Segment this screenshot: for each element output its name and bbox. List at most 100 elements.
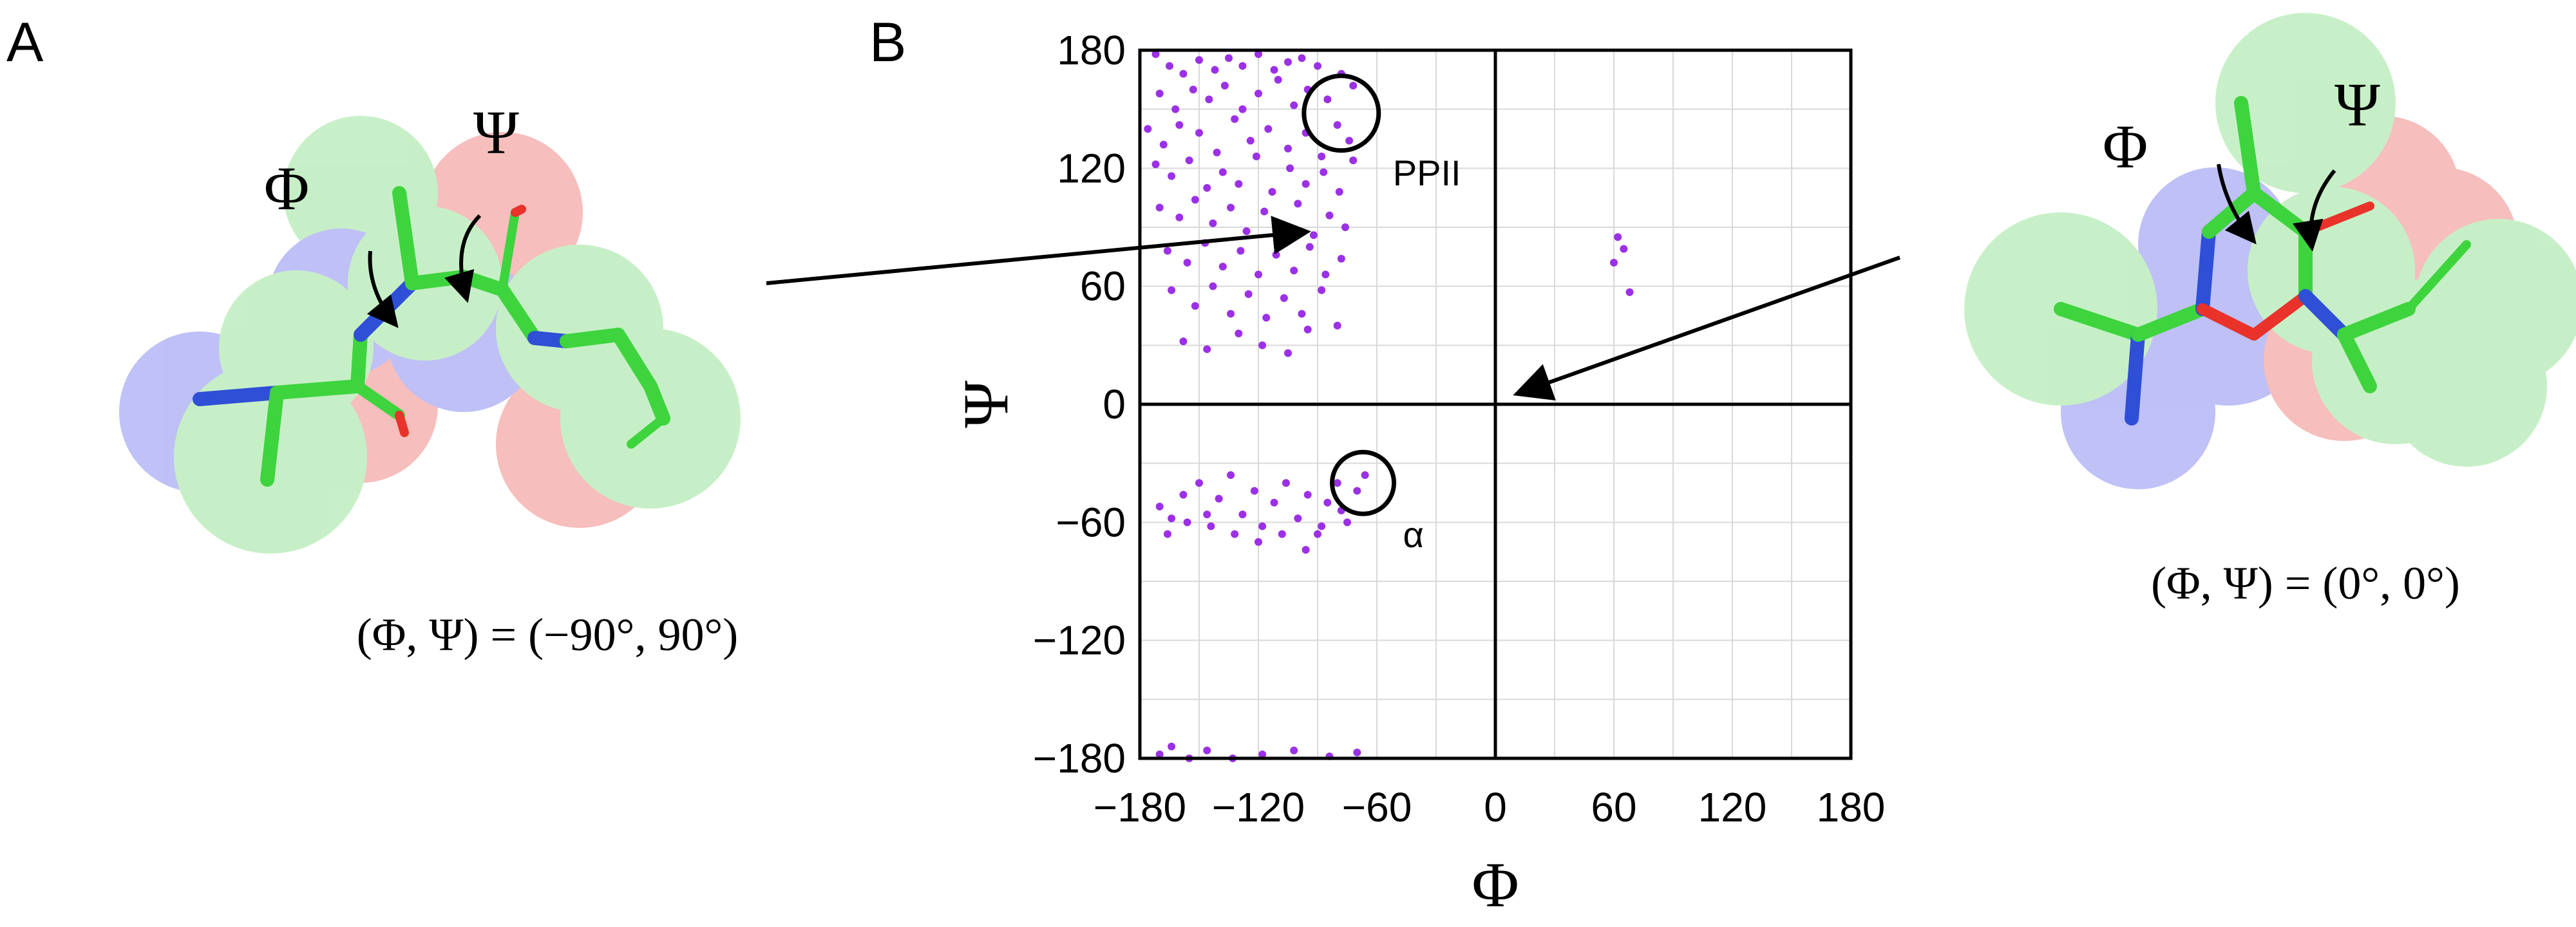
data-point — [1218, 263, 1227, 271]
data-point — [1341, 223, 1349, 231]
data-point — [1255, 50, 1262, 59]
data-point — [1171, 105, 1180, 113]
annotations: PPII α — [1302, 73, 1461, 555]
data-point — [1203, 746, 1211, 754]
data-point — [1207, 522, 1215, 530]
data-point — [1227, 310, 1235, 318]
data-point — [1235, 330, 1243, 337]
data-point — [1203, 183, 1211, 192]
data-point — [1290, 746, 1298, 754]
data-point — [1323, 498, 1332, 507]
data-point — [1302, 180, 1310, 188]
data-point — [1309, 231, 1318, 239]
data-point — [1195, 56, 1203, 64]
data-point — [1168, 286, 1176, 294]
molecule-a — [119, 116, 741, 554]
data-point — [1238, 62, 1247, 70]
data-point — [1144, 125, 1152, 133]
data-point — [1191, 302, 1199, 310]
data-point — [1215, 494, 1223, 503]
data-point — [1294, 200, 1302, 208]
data-point — [1252, 153, 1260, 160]
x-tick-label: 180 — [1817, 784, 1886, 830]
data-point — [1255, 89, 1262, 98]
data-point — [1238, 105, 1247, 113]
data-point — [1209, 219, 1217, 227]
data-point — [1168, 172, 1176, 180]
y-tick-label: −180 — [1033, 735, 1126, 782]
data-point — [1318, 286, 1326, 294]
data-point — [1191, 196, 1199, 204]
data-point — [1260, 207, 1269, 216]
phi-rotation-arrow-a — [366, 250, 399, 328]
data-point — [1220, 82, 1229, 89]
data-point — [1274, 75, 1282, 84]
data-point — [1225, 54, 1233, 62]
data-point — [1335, 188, 1343, 196]
panel-a: A — [6, 12, 741, 660]
data-point — [1211, 66, 1219, 74]
data-point — [1163, 530, 1171, 538]
data-point — [1244, 290, 1253, 298]
data-point — [1298, 310, 1306, 318]
data-point — [1255, 538, 1262, 546]
data-point — [1231, 530, 1239, 538]
arrow-c-to-plot — [1513, 256, 1901, 401]
x-tick-label: 60 — [1591, 784, 1636, 830]
annotation-circle — [1330, 449, 1397, 516]
data-point — [1318, 153, 1326, 160]
data-point — [1290, 267, 1298, 275]
data-point — [1179, 491, 1188, 499]
data-point — [1284, 144, 1292, 153]
data-point — [1258, 341, 1267, 350]
data-point — [1333, 321, 1341, 330]
y-axis-label: Ψ — [950, 380, 1021, 428]
data-point — [1163, 247, 1171, 255]
data-point — [1284, 58, 1292, 66]
data-point — [1625, 288, 1634, 296]
panel-a-letter: A — [6, 12, 44, 73]
data-point — [1272, 250, 1280, 259]
data-point — [1183, 518, 1191, 527]
data-point — [1337, 254, 1345, 263]
data-point — [1349, 156, 1358, 165]
data-point — [1320, 168, 1328, 176]
data-point — [1227, 471, 1235, 479]
data-point — [1333, 479, 1341, 487]
data-point — [1614, 233, 1622, 241]
data-point — [1258, 750, 1267, 758]
data-point — [1235, 180, 1243, 188]
data-point — [1294, 514, 1302, 523]
data-point — [1270, 498, 1278, 507]
axes — [1138, 48, 1853, 760]
data-point — [1155, 750, 1164, 758]
data-point — [1250, 487, 1258, 495]
y-tick-label: 60 — [1080, 263, 1126, 310]
data-point — [1610, 259, 1618, 267]
data-point — [1205, 95, 1213, 104]
data-point — [1238, 510, 1247, 519]
data-point — [1166, 62, 1173, 70]
annotation-label: PPII — [1393, 153, 1461, 193]
phi-symbol-a: Φ — [264, 154, 309, 223]
data-point — [1258, 522, 1267, 530]
panel-b-letter: B — [869, 12, 906, 73]
data-point — [1159, 140, 1168, 149]
psi-rotation-arrow-c — [2292, 169, 2336, 252]
data-point — [1278, 530, 1286, 538]
x-tick-label: −60 — [1342, 784, 1412, 830]
x-tick-label: 120 — [1698, 784, 1767, 830]
y-tick-label: 0 — [1103, 381, 1126, 427]
data-point — [1195, 129, 1203, 137]
molecule-c-spheres — [1964, 13, 2576, 489]
data-point — [1325, 211, 1334, 220]
x-tick-label: −180 — [1094, 784, 1186, 830]
data-point — [1280, 294, 1288, 302]
annotation-label: α — [1403, 514, 1424, 555]
data-point — [1361, 471, 1369, 479]
data-point — [1183, 259, 1191, 267]
data-point — [1246, 136, 1255, 145]
data-point — [1195, 479, 1203, 487]
molecule-c — [1964, 13, 2576, 489]
data-point — [1236, 247, 1245, 255]
